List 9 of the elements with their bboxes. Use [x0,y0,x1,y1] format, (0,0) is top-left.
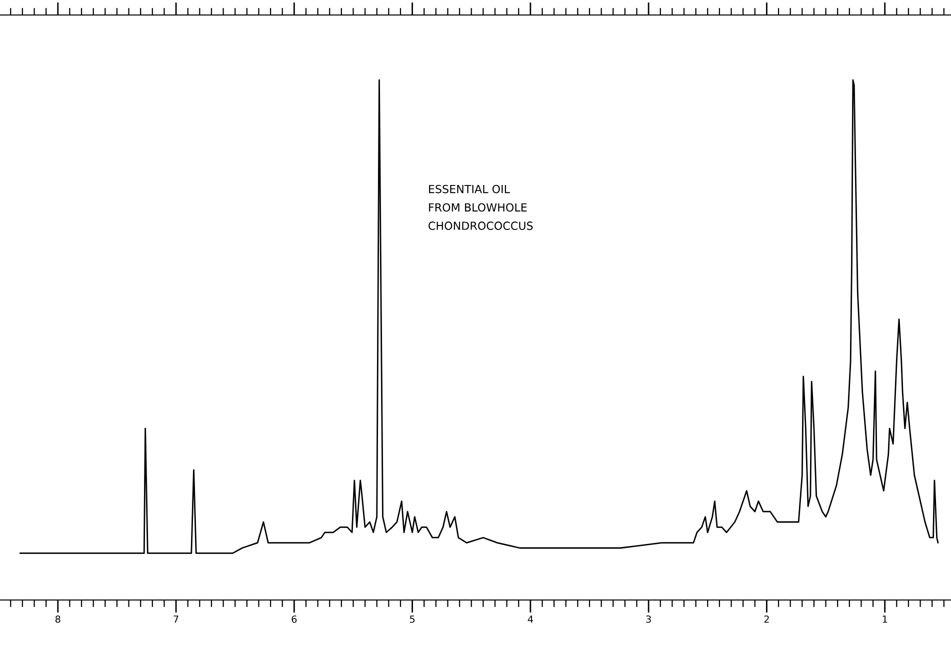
x-tick-label: 1 [882,616,888,623]
annotation: ESSENTIAL OIL FROM BLOWHOLE CHONDROCOCCUS [428,184,533,230]
x-tick-label: 6 [292,615,297,623]
x-tick-label: 5 [410,616,415,623]
x-tick-label: 3 [646,615,651,623]
x-tick-label: 4 [528,616,533,623]
x-tick-label: 2 [764,615,769,623]
x-tick-label: 8 [55,615,60,623]
x-tick-label: 7 [174,616,178,623]
